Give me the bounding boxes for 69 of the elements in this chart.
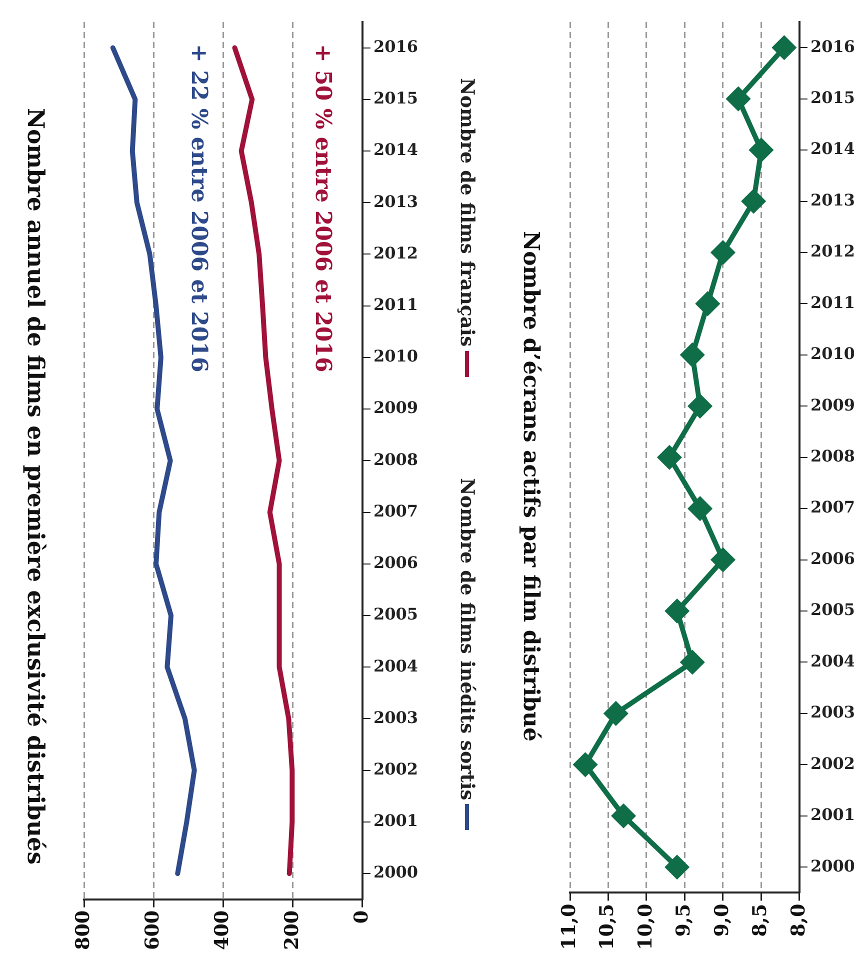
point bbox=[742, 190, 766, 213]
point bbox=[750, 138, 773, 162]
y-tick-label: 2002 bbox=[373, 759, 418, 778]
x-tick-label: 9,0 bbox=[710, 904, 733, 937]
y-tick-label: 2014 bbox=[373, 140, 418, 160]
point bbox=[666, 856, 689, 879]
y-tick-label: 2002 bbox=[810, 754, 854, 773]
y-tick-label: 2009 bbox=[810, 395, 854, 414]
text: Nombre de films inédits sortis bbox=[456, 478, 478, 800]
y-tick-label: 2016 bbox=[373, 36, 418, 56]
y-tick-label: 2000 bbox=[810, 856, 854, 876]
x-tick-label: 600 bbox=[142, 910, 164, 950]
y-tick-label: 2012 bbox=[373, 243, 418, 262]
point bbox=[688, 394, 712, 418]
point bbox=[658, 446, 681, 469]
point bbox=[696, 292, 720, 316]
text: Nombre de films français bbox=[456, 78, 478, 347]
point bbox=[711, 548, 734, 572]
point bbox=[680, 343, 704, 366]
y-tick-label: 2004 bbox=[810, 651, 854, 670]
y-tick-label: 2014 bbox=[810, 139, 854, 158]
x-tick-label: 8,5 bbox=[749, 904, 772, 937]
x-tick-label: 9,5 bbox=[672, 904, 695, 937]
y-tick-label: 2006 bbox=[810, 548, 854, 568]
y-tick-label: 2004 bbox=[373, 656, 418, 676]
y-tick-label: 2007 bbox=[810, 498, 854, 517]
y-tick-label: 2005 bbox=[373, 604, 418, 624]
y-tick-label: 2008 bbox=[373, 450, 418, 469]
x-tick-label: 400 bbox=[211, 910, 234, 950]
point bbox=[574, 753, 597, 776]
y-tick-label: 2001 bbox=[373, 811, 418, 830]
point bbox=[612, 804, 636, 828]
y-tick-label: 2011 bbox=[373, 295, 418, 314]
y-tick-label: 2001 bbox=[810, 805, 854, 824]
y-tick-label: 2003 bbox=[810, 702, 854, 722]
text: Nombre d’écrans actifs par film distribué bbox=[518, 230, 544, 744]
point bbox=[688, 497, 712, 520]
y-tick-label: 2010 bbox=[810, 344, 854, 364]
x-tick-label: 0 bbox=[350, 910, 372, 924]
point bbox=[726, 87, 750, 110]
y-tick-label: 2013 bbox=[373, 192, 418, 211]
x-tick-label: 800 bbox=[72, 910, 94, 950]
x-tick-label: 8,0 bbox=[787, 904, 810, 937]
y-tick-label: 2000 bbox=[373, 862, 418, 882]
point bbox=[772, 36, 796, 60]
y-tick-label: 2013 bbox=[810, 190, 854, 210]
y-tick-label: 2007 bbox=[373, 501, 418, 520]
x-tick-label: 10,0 bbox=[634, 904, 656, 950]
y-tick-label: 2012 bbox=[810, 242, 854, 261]
y-tick-label: 2016 bbox=[810, 36, 854, 56]
x-tick-label: 200 bbox=[280, 910, 303, 950]
point bbox=[666, 600, 689, 623]
annotation: + 22 % entre 2006 et 2016 bbox=[186, 44, 212, 372]
x-tick-label: 11,0 bbox=[558, 904, 580, 950]
y-tick-label: 2003 bbox=[373, 708, 418, 727]
y-tick-label: 2008 bbox=[810, 446, 854, 466]
text: Nombre annuel de films en première exclusivité distribués bbox=[22, 107, 49, 867]
y-tick-label: 2015 bbox=[373, 88, 418, 108]
y-tick-label: 2011 bbox=[810, 292, 854, 312]
y-tick-label: 2010 bbox=[373, 346, 418, 366]
y-tick-label: 2015 bbox=[810, 88, 854, 107]
y-tick-label: 2005 bbox=[810, 600, 854, 620]
x-tick-label: 10,5 bbox=[596, 904, 618, 950]
point bbox=[711, 240, 734, 264]
point bbox=[680, 650, 704, 674]
y-tick-label: 2006 bbox=[373, 553, 418, 572]
y-tick-label: 2009 bbox=[373, 398, 418, 418]
annotation: + 50 % entre 2006 et 2016 bbox=[310, 44, 336, 372]
point bbox=[604, 702, 628, 725]
